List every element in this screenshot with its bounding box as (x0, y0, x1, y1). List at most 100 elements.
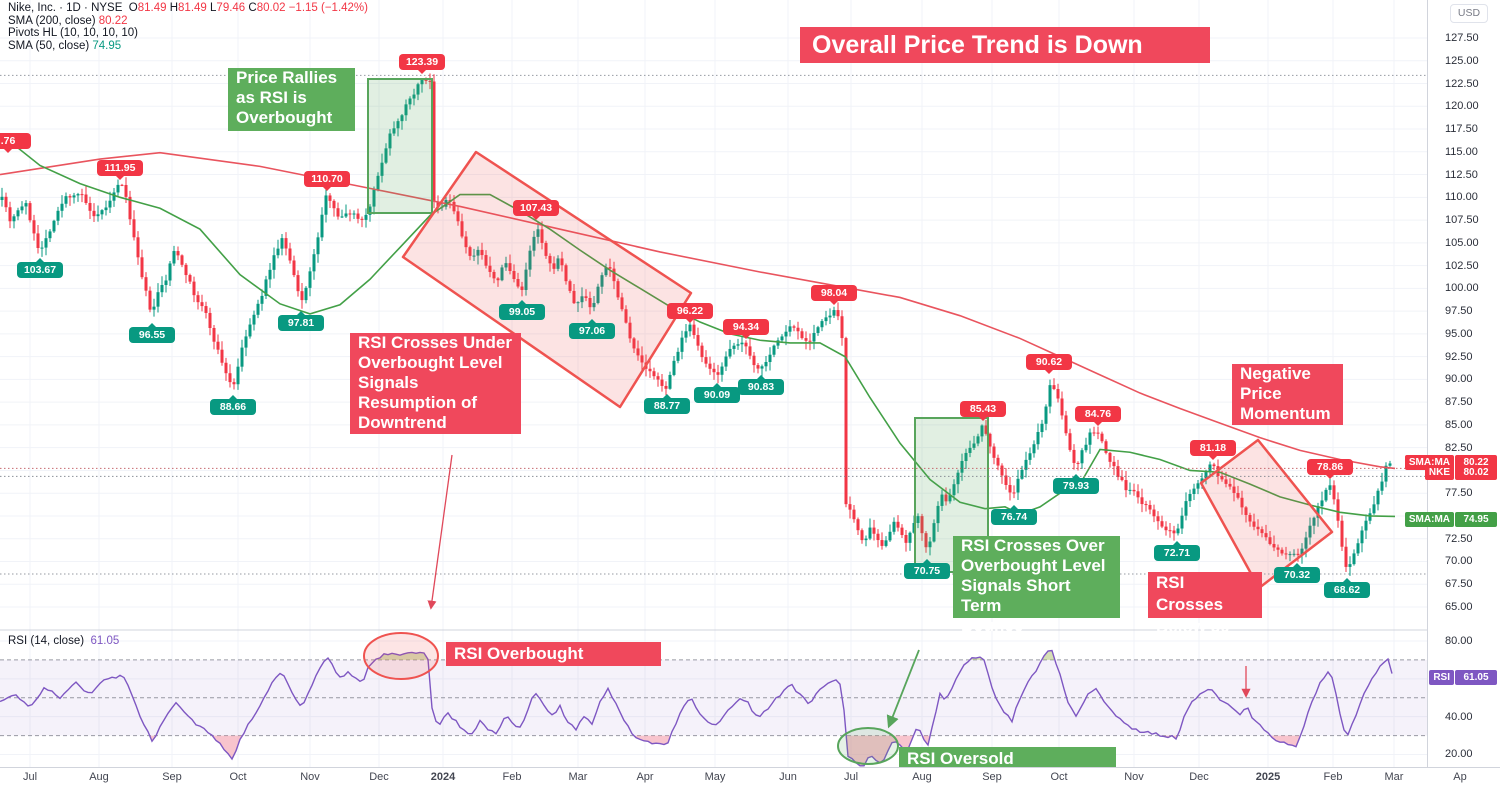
ohlc-values: O81.49 H81.49 L79.46 C80.02 (129, 2, 289, 14)
axis-tick-label: 80.00 (1445, 635, 1473, 647)
pivot-label-high: 85.43 (960, 401, 1006, 421)
indicator-row-1[interactable]: Pivots HL (10, 10, 10, 10) (8, 27, 368, 39)
pivot-label-high: 81.18 (1190, 440, 1236, 460)
time-tick-label: Apr (636, 771, 654, 783)
time-tick-label: Dec (1189, 771, 1209, 783)
indicator-name: SMA (50, close) (8, 39, 93, 52)
axis-tick-label: 82.50 (1445, 442, 1473, 454)
time-tick-label: Jun (779, 771, 797, 783)
time-tick-label: Mar (1384, 771, 1404, 783)
pivot-label-low: 97.06 (569, 319, 615, 339)
symbol-title: Nike, Inc. · 1D · NYSE (8, 2, 123, 14)
time-tick-label: Jul (843, 771, 859, 783)
axis-tick-label: 115.00 (1445, 146, 1478, 158)
pivot-label-high: 98.04 (811, 285, 857, 305)
time-tick-label: Oct (229, 771, 247, 783)
pivot-label-low: 90.83 (738, 375, 784, 395)
axis-tag-last-price: NKE 80.02 (1424, 465, 1497, 480)
time-axis[interactable]: Jul Aug Sep Oct Nov Dec 2024 Feb Mar Apr May Jun Jul… (0, 767, 1500, 787)
axis-tick-label: 77.50 (1445, 487, 1473, 499)
axis-tick-label: 110.00 (1445, 191, 1478, 203)
axis-tick-label: 40.00 (1445, 711, 1473, 723)
time-tick-label: 2024 (430, 771, 456, 783)
annotation-rsi-below-50[interactable]: RSI Crosses Below 50 (1148, 572, 1262, 636)
axis-tick-label: 97.50 (1445, 305, 1473, 317)
currency-toggle-button[interactable]: USD (1450, 4, 1488, 23)
annotation-rsi-crosses-under[interactable]: RSI Crosses Under Overbought Level Signa… (350, 333, 521, 434)
pivot-label-low: 90.09 (694, 383, 740, 403)
axis-tick-label: 112.50 (1445, 169, 1478, 181)
axis-tag-name: NKE (1424, 465, 1454, 480)
pivot-label-high: 84.76 (1075, 406, 1121, 426)
rsi-indicator-name: RSI (14, close) (8, 635, 85, 647)
annotation-negative-price-momentum[interactable]: Negative Price Momentum (1232, 364, 1343, 425)
axis-tick-label: 102.50 (1445, 260, 1479, 272)
axis-tick-label: 65.00 (1445, 601, 1473, 613)
ohlc-value: 81.49 (137, 2, 170, 14)
pivot-label-high: .76 (0, 133, 31, 153)
change-value: −1.15 (−1.42%) (288, 2, 368, 14)
ohlc-key: H (169, 2, 179, 14)
time-tick-label: Sep (982, 771, 1002, 783)
indicator-value: 80.22 (98, 14, 128, 27)
time-tick-label: Dec (369, 771, 389, 783)
pivot-label-low: 103.67 (17, 258, 63, 278)
annotation-price-rallies[interactable]: Price Rallies as RSI is Overbought (228, 68, 355, 131)
axis-tick-label: 107.50 (1445, 214, 1479, 226)
axis-tick-label: 67.50 (1445, 578, 1473, 590)
rsi-legend-row[interactable]: RSI (14, close) 61.05 (8, 635, 119, 647)
axis-tag-value: 80.02 (1455, 465, 1497, 480)
time-tick-label: Aug (89, 771, 109, 783)
ohlc-value: 80.02 (256, 2, 289, 14)
time-tick-label: Nov (300, 771, 320, 783)
pivot-label-low: 70.32 (1274, 563, 1320, 583)
time-tick-label: Jul (22, 771, 38, 783)
axis-tick-label: 125.00 (1445, 55, 1479, 67)
ohlc-value: 81.49 (178, 2, 211, 14)
axis-tag-value: 61.05 (1455, 670, 1497, 685)
time-tick-label: Nov (1124, 771, 1144, 783)
pivot-label-low: 68.62 (1324, 578, 1370, 598)
pivot-label-low: 88.77 (644, 394, 690, 414)
indicator-row-2[interactable]: SMA (50, close) 74.95 (8, 39, 368, 52)
pivot-label-high: 110.70 (304, 171, 350, 191)
annotation-overall-trend-down[interactable]: Overall Price Trend is Down (800, 27, 1210, 63)
axis-tag-rsi-value: RSI 61.05 (1429, 670, 1497, 685)
annotation-rsi-oversold[interactable]: RSI Oversold (899, 747, 1116, 770)
pivot-label-low: 70.75 (904, 559, 950, 579)
annotation-rsi-crosses-over[interactable]: RSI Crosses Over Overbought Level Signal… (953, 536, 1120, 635)
pivot-label-low: 97.81 (278, 311, 324, 331)
ohlc-value: 79.46 (216, 2, 249, 14)
axis-tag-name: SMA:MA (1404, 512, 1454, 527)
axis-tick-label: 117.50 (1445, 123, 1478, 135)
indicator-row-0[interactable]: SMA (200, close) 80.22 (8, 14, 368, 27)
pivot-label-high: 111.95 (97, 160, 143, 180)
price-axis[interactable]: USD 127.50 125.00 122.50 120.00 117.50 115.00… (1427, 0, 1500, 768)
axis-tag-value: 74.95 (1455, 512, 1497, 527)
annotation-rsi-overbought[interactable]: RSI Overbought (446, 642, 661, 666)
indicator-name: Pivots HL (10, 10, 10, 10) (8, 27, 138, 39)
axis-tick-label: 92.50 (1445, 351, 1473, 363)
pivot-label-high: 107.43 (513, 200, 559, 220)
pivot-label-high: 123.39 (399, 54, 445, 74)
symbol-legend-row[interactable]: Nike, Inc. · 1D · NYSE O81.49 H81.49 L79… (8, 2, 368, 14)
axis-tick-label: 20.00 (1445, 748, 1473, 760)
pivot-label-low: 79.93 (1053, 474, 1099, 494)
pivot-label-high: 96.22 (667, 303, 713, 323)
pivot-label-high: 90.62 (1026, 354, 1072, 374)
axis-tick-label: 122.50 (1445, 78, 1479, 90)
pivot-label-low: 99.05 (499, 300, 545, 320)
chart-legend[interactable]: Nike, Inc. · 1D · NYSE O81.49 H81.49 L79… (8, 2, 368, 53)
axis-tag-name: RSI (1429, 670, 1454, 685)
ohlc-key: C (248, 2, 257, 14)
rsi-indicator-value: 61.05 (90, 635, 120, 647)
time-tick-label: May (704, 771, 726, 783)
axis-tick-label: 127.50 (1445, 32, 1479, 44)
pivot-label-low: 88.66 (210, 395, 256, 415)
time-tick-label: Feb (1323, 771, 1343, 783)
axis-tick-label: 87.50 (1445, 396, 1473, 408)
pivot-label-high: 94.34 (723, 319, 769, 339)
axis-tick-label: 120.00 (1445, 100, 1479, 112)
axis-tick-label: 95.00 (1445, 328, 1473, 340)
axis-tick-label: 70.00 (1445, 555, 1473, 567)
